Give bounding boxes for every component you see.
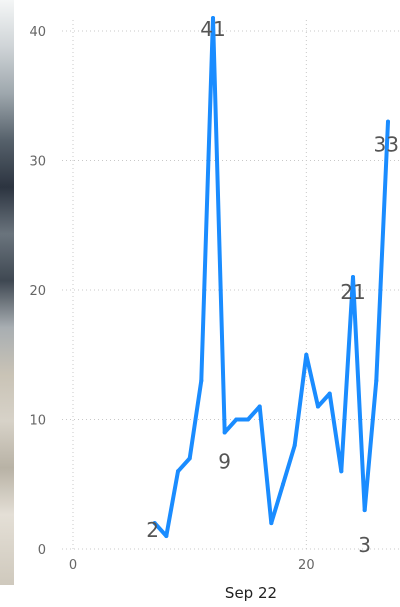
data-point [316, 404, 320, 409]
y-tick-label: 40 [29, 25, 46, 40]
y-tick-label: 20 [29, 284, 46, 299]
data-point [257, 404, 262, 409]
data-label: 2 [146, 518, 159, 542]
background-photo-edge [0, 0, 14, 585]
data-point [304, 352, 309, 357]
data-point [164, 534, 169, 539]
data-point [362, 508, 367, 513]
x-tick-label: 20 [298, 558, 315, 573]
data-label: 41 [200, 17, 225, 41]
data-label: 21 [340, 280, 365, 304]
data-point [176, 469, 180, 474]
data-point [222, 430, 227, 435]
data-label: 9 [218, 449, 231, 473]
y-axis: 0 10 20 30 40 [29, 25, 46, 558]
x-axis-title: Sep 22 [225, 584, 277, 602]
data-point [281, 482, 285, 487]
data-point [386, 119, 390, 124]
y-tick-label: 0 [38, 543, 46, 558]
data-point [152, 521, 157, 526]
data-point [351, 275, 355, 280]
data-label: 33 [374, 133, 399, 157]
data-point [327, 391, 332, 396]
y-tick-label: 10 [29, 414, 46, 429]
data-label: 3 [358, 533, 371, 557]
data-point [246, 417, 250, 422]
series-layer [152, 16, 390, 539]
data-point [234, 417, 239, 422]
y-tick-label: 30 [29, 155, 46, 170]
x-axis: 0 20 [69, 558, 315, 573]
data-point [374, 378, 379, 383]
data-point [269, 521, 274, 526]
data-point [187, 456, 192, 461]
gridlines [62, 20, 400, 550]
data-point [339, 469, 344, 474]
data-point [292, 443, 297, 448]
data-point [199, 378, 204, 383]
data-point [211, 16, 215, 21]
x-tick-label: 0 [69, 558, 77, 573]
